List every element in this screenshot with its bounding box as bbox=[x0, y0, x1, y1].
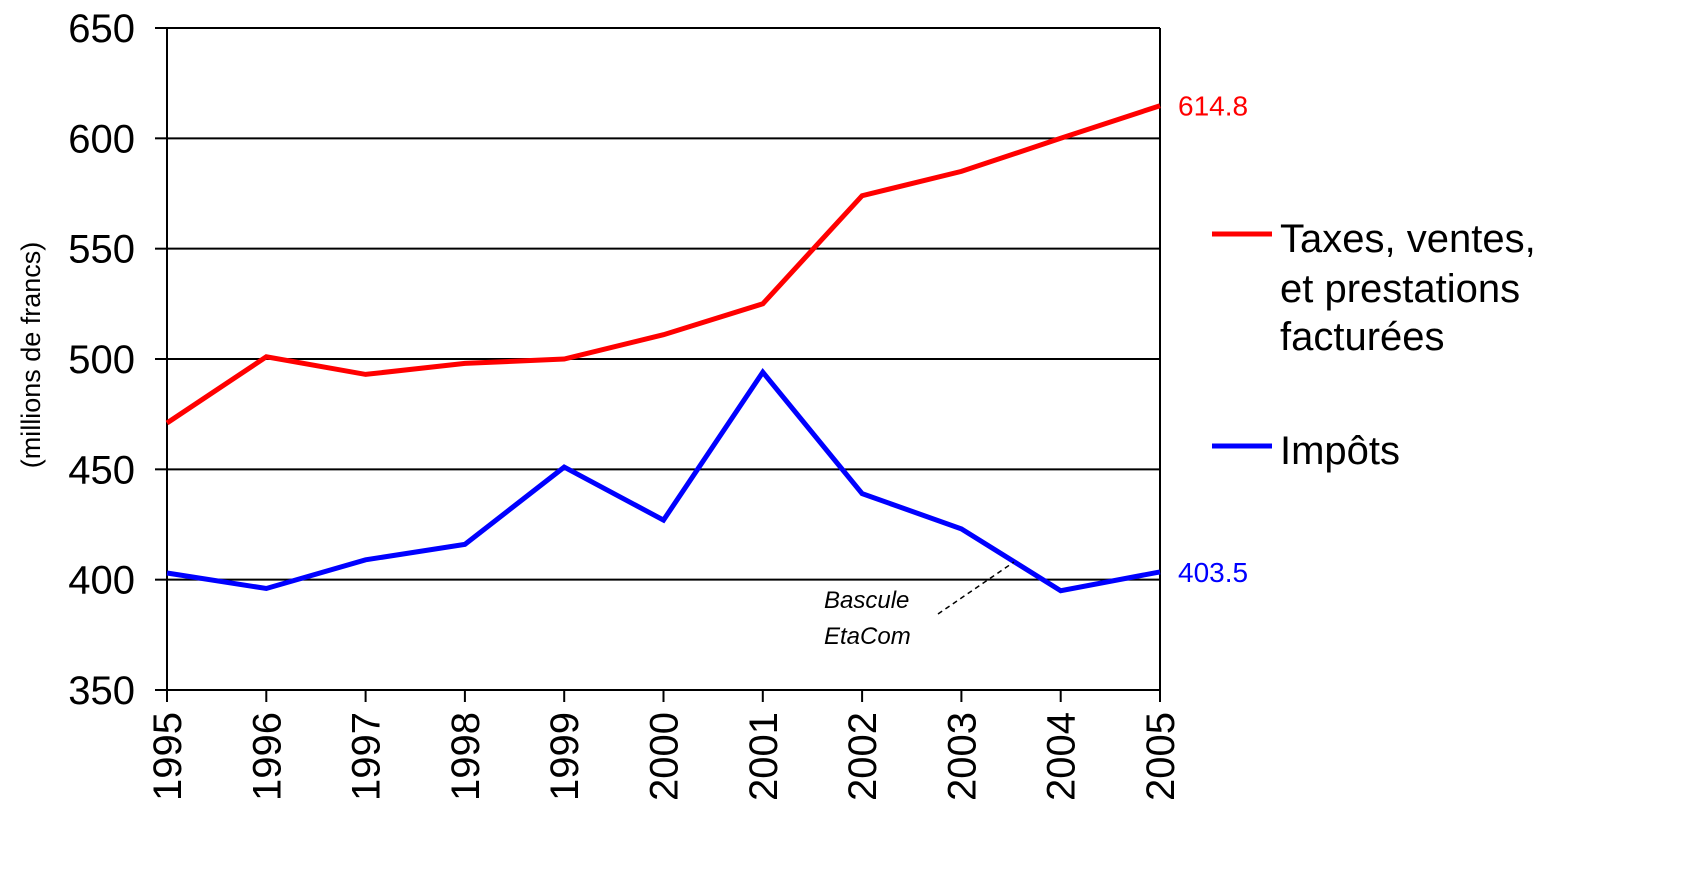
x-tick-label: 1995 bbox=[146, 712, 190, 801]
x-tick-labels: 1995 1996 1997 1998 1999 2000 2001 2002 2003 2004… bbox=[146, 712, 1183, 801]
annotation-leader bbox=[937, 561, 1015, 615]
legend-label: et prestations bbox=[1280, 267, 1520, 311]
x-tick-label: 2000 bbox=[643, 712, 687, 801]
y-tick-label: 650 bbox=[68, 7, 135, 51]
x-tick-label: 2003 bbox=[940, 712, 984, 801]
x-tick-label: 1997 bbox=[345, 712, 389, 801]
x-tick-label: 1998 bbox=[444, 712, 488, 801]
axes bbox=[155, 27, 1161, 702]
legend-label: facturées bbox=[1280, 315, 1445, 359]
y-tick-label: 350 bbox=[68, 669, 135, 713]
y-tick-labels: 350 400 450 500 550 600 650 bbox=[68, 7, 135, 713]
x-tick-label: 1996 bbox=[245, 712, 289, 801]
legend-label: Impôts bbox=[1280, 429, 1400, 473]
series-line-1 bbox=[166, 368, 1161, 594]
end-labels: 614.8 403.5 bbox=[1178, 91, 1248, 588]
x-tick-label: 2005 bbox=[1139, 712, 1183, 801]
annotations: Bascule EtaCom bbox=[824, 561, 1015, 650]
y-tick-label: 500 bbox=[68, 338, 135, 382]
x-tick-label: 2002 bbox=[841, 712, 885, 801]
legend-label: Taxes, ventes, bbox=[1280, 217, 1536, 261]
annotation-text: Bascule bbox=[824, 587, 909, 614]
grid-lines bbox=[167, 27, 1160, 581]
annotation-text: EtaCom bbox=[824, 623, 911, 650]
x-tick-label: 2001 bbox=[742, 712, 786, 801]
x-tick-label: 2004 bbox=[1040, 712, 1084, 801]
y-tick-label: 550 bbox=[68, 228, 135, 272]
y-tick-label: 600 bbox=[68, 117, 135, 161]
end-value-label: 614.8 bbox=[1178, 91, 1248, 122]
series-lines bbox=[165, 103, 1161, 594]
y-tick-label: 450 bbox=[68, 448, 135, 492]
end-value-label: 403.5 bbox=[1178, 557, 1248, 588]
series-line-0 bbox=[165, 103, 1161, 426]
x-tick-label: 1999 bbox=[543, 712, 587, 801]
y-axis-label: (millions de francs) bbox=[16, 242, 46, 469]
y-tick-label: 400 bbox=[68, 559, 135, 603]
